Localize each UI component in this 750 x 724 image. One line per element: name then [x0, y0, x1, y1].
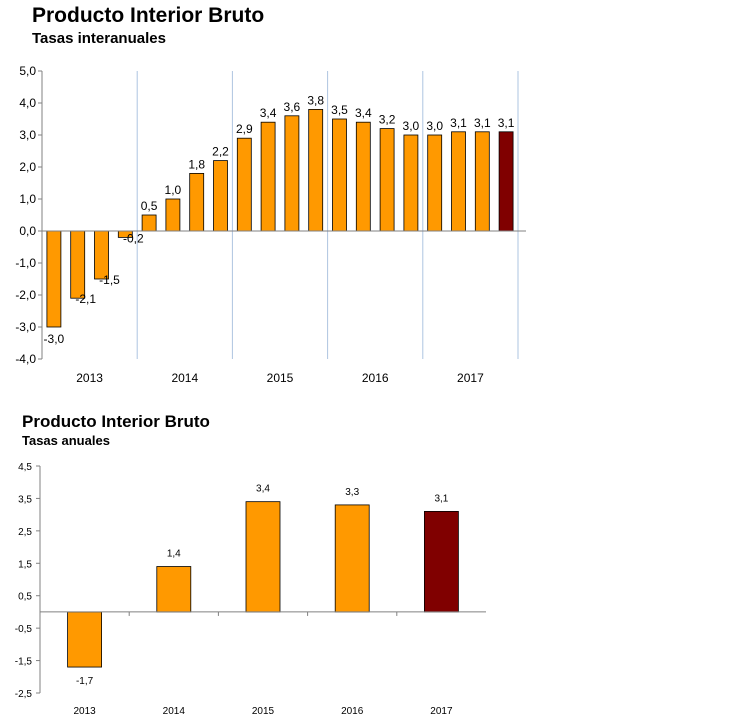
- y-tick-label: -0,5: [15, 624, 33, 635]
- value-label: 3,0: [403, 119, 420, 133]
- y-tick-label: 1,5: [18, 559, 32, 570]
- y-tick-label: 0,5: [18, 592, 32, 603]
- value-label: 3,1: [474, 116, 491, 130]
- y-tick-label: -1,5: [15, 657, 33, 668]
- bar: [156, 566, 192, 613]
- bar: [67, 611, 102, 668]
- y-tick-label: 0,0: [19, 224, 36, 238]
- x-group-label: 2013: [76, 371, 103, 385]
- y-tick-label: 1,0: [19, 192, 36, 206]
- value-label: -3,0: [44, 332, 65, 346]
- chart2-subtitle: Tasas anuales: [22, 433, 110, 448]
- y-tick-label: -2,5: [15, 689, 33, 700]
- value-label: 3,4: [355, 106, 372, 120]
- x-tick-label: 2013: [73, 706, 96, 717]
- value-label: 1,4: [167, 549, 181, 560]
- value-label: 3,8: [307, 93, 324, 107]
- value-label: 3,4: [260, 106, 277, 120]
- y-tick-label: 5,0: [19, 64, 36, 78]
- y-tick-label: 4,0: [19, 96, 36, 110]
- y-tick-label: 2,0: [19, 160, 36, 174]
- value-label: 3,3: [345, 487, 359, 498]
- value-label: 3,5: [331, 103, 348, 117]
- value-label: 3,1: [450, 116, 467, 130]
- chart1-title: Producto Interior Bruto: [32, 4, 265, 27]
- bar: [423, 510, 459, 613]
- bar: [334, 504, 370, 613]
- x-group-label: 2015: [267, 371, 294, 385]
- y-tick-label: 3,0: [19, 128, 36, 142]
- chart2-title: Producto Interior Bruto: [22, 412, 210, 431]
- value-label: 2,2: [212, 145, 229, 159]
- y-tick-label: -4,0: [15, 352, 36, 366]
- value-label: 3,1: [498, 116, 515, 130]
- chart1-subtitle: Tasas interanuales: [32, 30, 166, 47]
- y-tick-label: -2,0: [15, 288, 36, 302]
- value-label: -1,5: [99, 273, 120, 287]
- x-group-label: 2014: [171, 371, 198, 385]
- chart1-plot: 5,0 4,0 3,0 2,0 1,0 0,0 -1,0 -2,0 -3,0 -4,0 -3,0 -2…: [15, 64, 526, 385]
- y-tick-label: 3,5: [18, 494, 32, 505]
- y-tick-label: 4,5: [18, 462, 32, 473]
- value-label: 1,8: [188, 157, 205, 171]
- x-group-label: 2017: [457, 371, 484, 385]
- value-label: 1,0: [165, 183, 182, 197]
- value-label: 3,1: [434, 493, 448, 504]
- x-group-label: 2016: [362, 371, 389, 385]
- value-label: -2,1: [75, 292, 96, 306]
- value-label: 3,6: [284, 100, 301, 114]
- value-label: 3,4: [256, 484, 270, 495]
- value-label: 0,5: [141, 199, 158, 213]
- x-tick-label: 2015: [252, 706, 275, 717]
- y-tick-label: -1,0: [15, 256, 36, 270]
- y-tick-label: 2,5: [18, 527, 32, 538]
- value-label: 3,2: [379, 113, 396, 127]
- x-tick-label: 2017: [430, 706, 453, 717]
- value-label: -0,2: [123, 231, 144, 245]
- value-label: 3,0: [426, 119, 443, 133]
- x-tick-label: 2016: [341, 706, 364, 717]
- x-tick-label: 2014: [163, 706, 186, 717]
- value-label: -1,7: [76, 676, 94, 687]
- y-tick-label: -3,0: [15, 320, 36, 334]
- bar: [245, 501, 281, 613]
- value-label: 2,9: [236, 122, 253, 136]
